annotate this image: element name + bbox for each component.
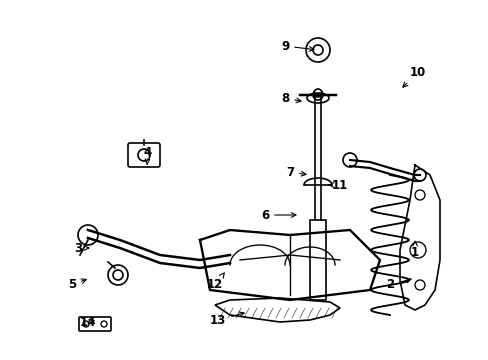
Text: 4: 4 [143, 145, 152, 164]
Text: 9: 9 [280, 40, 313, 53]
Text: 3: 3 [74, 242, 89, 255]
Text: 10: 10 [402, 66, 425, 87]
Text: 12: 12 [206, 273, 224, 292]
Text: 1: 1 [410, 241, 418, 258]
Text: 6: 6 [260, 208, 295, 221]
Bar [309, 220, 325, 300]
Text: 5: 5 [68, 279, 86, 292]
Text: 2: 2 [385, 278, 410, 292]
Text: 11: 11 [328, 179, 347, 192]
Text: 8: 8 [280, 91, 301, 104]
Text: 13: 13 [209, 312, 244, 327]
Text: 14: 14 [80, 315, 96, 328]
Circle shape [313, 89, 321, 97]
Text: 7: 7 [285, 166, 305, 179]
